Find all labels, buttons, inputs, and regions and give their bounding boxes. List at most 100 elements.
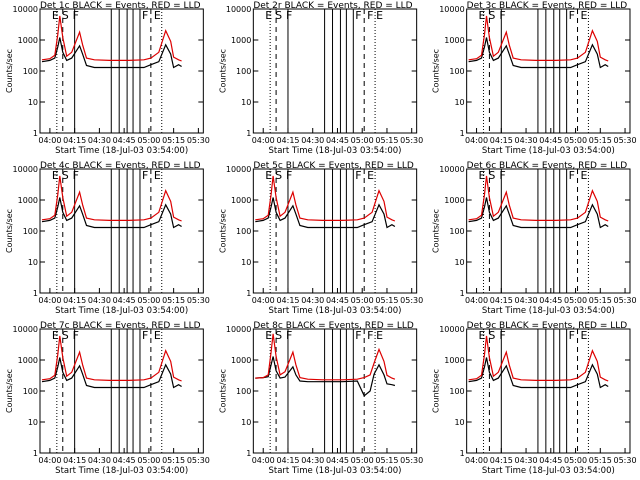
x-tick-label: 05:15: [375, 136, 398, 145]
marker-label: S: [62, 329, 69, 342]
y-tick-label: 100: [236, 67, 251, 76]
y-tick-label: 10: [241, 418, 251, 427]
x-axis-label: Start Time (18-Jul-03 03:54:00): [482, 146, 615, 156]
x-tick-label: 05:15: [162, 296, 185, 305]
x-tick-label: 04:15: [276, 136, 299, 145]
x-axis-label: Start Time (18-Jul-03 03:54:00): [55, 466, 188, 476]
y-axis-label: Counts/sec: [432, 209, 441, 253]
marker-label: F: [367, 329, 373, 342]
x-tick-label: 04:00: [252, 456, 275, 465]
panel-title: Det 9c BLACK = Events, RED = LLD: [467, 321, 628, 331]
panel-title: Det 6c BLACK = Events, RED = LLD: [467, 161, 628, 171]
x-tick-label: 05:00: [351, 296, 374, 305]
marker-label: E: [580, 329, 587, 342]
x-tick-label: 05:30: [400, 296, 423, 305]
marker-label: E: [479, 9, 486, 22]
x-tick-label: 04:00: [465, 296, 488, 305]
x-tick-label: 05:15: [589, 136, 612, 145]
x-tick-label: 04:30: [301, 136, 324, 145]
y-tick-label: 100: [236, 227, 251, 236]
y-tick-label: 10000: [13, 165, 38, 174]
y-tick-label: 1000: [444, 196, 464, 205]
x-tick-label: 04:30: [88, 296, 111, 305]
marker-label: S: [275, 169, 282, 182]
y-tick-label: 1: [33, 289, 38, 298]
x-axis-label: Start Time (18-Jul-03 03:54:00): [55, 306, 188, 316]
x-tick-label: 04:45: [539, 136, 562, 145]
y-tick-label: 10: [241, 98, 251, 107]
series-events: [255, 197, 396, 229]
marker-label: F: [286, 329, 292, 342]
y-tick-label: 10000: [226, 5, 251, 14]
plot-frame: [466, 168, 631, 294]
marker-label: F: [367, 9, 373, 22]
x-tick-label: 04:00: [38, 136, 61, 145]
marker-label: E: [479, 329, 486, 342]
y-tick-label: 1: [33, 129, 38, 138]
x-tick-label: 04:45: [113, 296, 136, 305]
x-tick-label: 04:00: [38, 296, 61, 305]
marker-label: F: [73, 9, 79, 22]
marker-label: E: [265, 9, 272, 22]
x-tick-label: 04:00: [465, 456, 488, 465]
x-tick-label: 04:30: [301, 456, 324, 465]
series-events: [41, 37, 182, 69]
x-axis-label: Start Time (18-Jul-03 03:54:00): [482, 466, 615, 476]
x-tick-label: 05:30: [614, 296, 637, 305]
y-tick-label: 10: [28, 258, 38, 267]
marker-label: F: [73, 329, 79, 342]
y-tick-label: 1000: [231, 36, 251, 45]
x-tick-label: 04:30: [515, 456, 538, 465]
x-tick-label: 04:30: [515, 296, 538, 305]
y-tick-label: 1000: [231, 356, 251, 365]
marker-label: E: [265, 169, 272, 182]
marker-label: F: [569, 169, 575, 182]
y-axis-label: Counts/sec: [432, 49, 441, 93]
panel-title: Det 4c BLACK = Events, RED = LLD: [40, 161, 201, 171]
series-lld: [41, 15, 182, 62]
y-tick-label: 1: [460, 449, 465, 458]
x-tick-label: 04:45: [326, 296, 349, 305]
x-tick-label: 04:15: [63, 296, 86, 305]
plot-frame: [466, 328, 631, 454]
series-events: [468, 37, 609, 69]
series-lld: [255, 175, 396, 222]
marker-label: E: [154, 9, 161, 22]
marker-label: S: [488, 169, 495, 182]
y-tick-label: 1000: [231, 196, 251, 205]
x-tick-label: 05:30: [400, 136, 423, 145]
marker-label: S: [488, 9, 495, 22]
y-tick-label: 10000: [226, 325, 251, 334]
marker-label: E: [154, 169, 161, 182]
plot-frame: [252, 8, 418, 134]
y-tick-label: 1000: [444, 36, 464, 45]
y-tick-label: 1000: [444, 356, 464, 365]
x-tick-label: 04:00: [252, 136, 275, 145]
x-tick-label: 04:30: [515, 136, 538, 145]
marker-label: F: [355, 169, 361, 182]
y-axis-label: Counts/sec: [5, 49, 14, 93]
y-tick-label: 10: [454, 418, 464, 427]
y-tick-label: 10: [28, 418, 38, 427]
x-tick-label: 05:00: [137, 456, 160, 465]
x-axis-label: Start Time (18-Jul-03 03:54:00): [482, 306, 615, 316]
panel-title: Det 3c BLACK = Events, RED = LLD: [467, 1, 628, 11]
y-tick-label: 100: [23, 387, 38, 396]
y-axis-label: Counts/sec: [218, 209, 227, 253]
y-axis-label: Counts/sec: [5, 209, 14, 253]
marker-label: E: [367, 169, 374, 182]
x-tick-label: 05:30: [614, 456, 637, 465]
x-tick-label: 04:30: [301, 296, 324, 305]
marker-label: E: [52, 9, 59, 22]
panel-title: Det 5c BLACK = Events, RED = LLD: [253, 161, 414, 171]
y-tick-label: 10000: [13, 5, 38, 14]
marker-label: E: [580, 9, 587, 22]
x-tick-label: 04:15: [276, 296, 299, 305]
x-axis-label: Start Time (18-Jul-03 03:54:00): [55, 146, 188, 156]
y-tick-label: 1: [460, 129, 465, 138]
y-tick-label: 1: [246, 289, 251, 298]
y-axis-label: Counts/sec: [5, 369, 14, 413]
